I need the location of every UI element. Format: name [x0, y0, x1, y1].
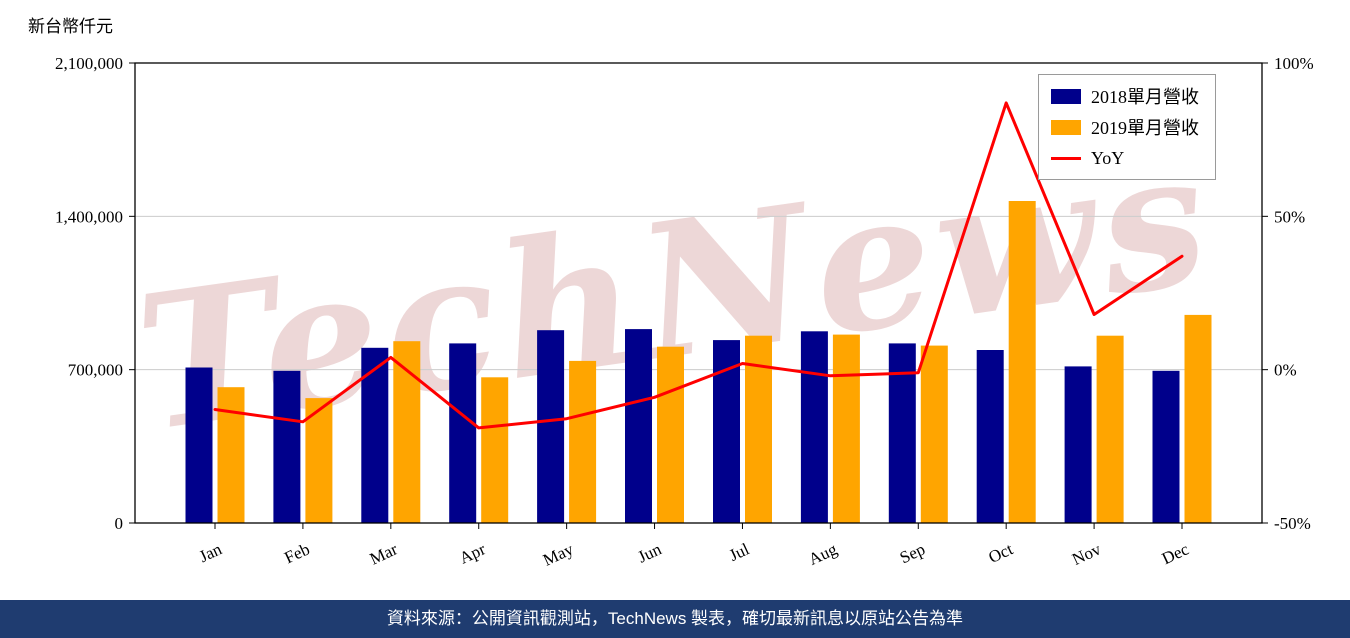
right-tick-label: 100%: [1274, 54, 1314, 73]
x-tick-label-Jan: Jan: [196, 539, 225, 566]
bar-2019單月營收-May: [569, 360, 597, 523]
x-tick-label-Sep: Sep: [897, 539, 928, 567]
x-tick-label-May: May: [540, 539, 577, 570]
bar-2018單月營收-Sep: [888, 343, 916, 523]
legend-item-2018: 2018單月營收: [1051, 85, 1199, 107]
legend-label-yoy: YoY: [1091, 147, 1125, 168]
left-tick-label: 1,400,000: [55, 207, 123, 226]
legend-swatch-2018: [1051, 88, 1081, 104]
bar-2019單月營收-Apr: [481, 377, 509, 523]
legend-swatch-2019: [1051, 119, 1081, 135]
bar-2018單月營收-Aug: [800, 331, 828, 523]
bar-2018單月營收-Feb: [273, 370, 301, 523]
source-footer: 資料來源：公開資訊觀測站，TechNews 製表，確切最新訊息以原站公告為準: [0, 600, 1350, 638]
bar-2018單月營收-Jun: [625, 329, 652, 523]
x-tick-label-Feb: Feb: [281, 539, 312, 567]
bar-2018單月營收-Jan: [185, 367, 213, 523]
legend-item-2019: 2019單月營收: [1051, 116, 1199, 138]
chart-svg: 0 700,000 1,400,000 2,100,000 -50% 0% 50% 100% J…: [55, 54, 1314, 570]
bar-2018單月營收-Mar: [361, 347, 389, 523]
legend-swatch-yoy-line: [1051, 156, 1081, 160]
left-tick-label: 0: [115, 514, 124, 533]
right-tick-label: 50%: [1274, 207, 1305, 226]
bar-2018單月營收-Apr: [449, 343, 477, 523]
x-tick-label-Oct: Oct: [986, 539, 1017, 567]
x-tick-label-Aug: Aug: [805, 539, 840, 569]
plot-area-frame: [134, 62, 1263, 524]
bar-2019單月營收-Sep: [920, 345, 948, 523]
bar-2019單月營收-Jan: [217, 387, 245, 523]
bar-2019單月營收-Jun: [657, 346, 684, 523]
bar-2019單月營收-Nov: [1096, 335, 1124, 523]
bar-2019單月營收-Oct: [1008, 201, 1036, 523]
yoy-line: [213, 101, 1184, 430]
bar-2019單月營收-Feb: [305, 398, 333, 523]
x-tick-label-Jun: Jun: [635, 539, 665, 566]
x-tick-label-Nov: Nov: [1069, 539, 1104, 569]
bar-2018單月營收-Oct: [976, 350, 1004, 523]
legend-label-2018: 2018單月營收: [1091, 87, 1199, 107]
legend-item-yoy: YoY: [1051, 147, 1199, 169]
bar-2018單月營收-May: [537, 330, 565, 523]
legend-label-2019: 2019單月營收: [1091, 118, 1199, 138]
x-tick-label-Jul: Jul: [726, 539, 752, 565]
bar-2019單月營收-Aug: [832, 334, 860, 523]
bar-2019單月營收-Dec: [1184, 314, 1212, 523]
legend: 2018單月營收 2019單月營收 YoY: [1038, 74, 1216, 180]
bar-2018單月營收-Dec: [1152, 370, 1180, 523]
x-tick-label-Mar: Mar: [367, 539, 401, 568]
x-tick-label-Apr: Apr: [456, 539, 488, 568]
x-tick-label-Dec: Dec: [1159, 539, 1192, 568]
left-axis-unit-label: 新台幣仟元: [28, 17, 113, 36]
right-tick-label: 0%: [1274, 361, 1297, 380]
left-tick-label: 700,000: [68, 361, 123, 380]
left-tick-label: 2,100,000: [55, 54, 123, 73]
bar-2018單月營收-Nov: [1064, 366, 1092, 523]
right-tick-label: -50%: [1274, 514, 1311, 533]
